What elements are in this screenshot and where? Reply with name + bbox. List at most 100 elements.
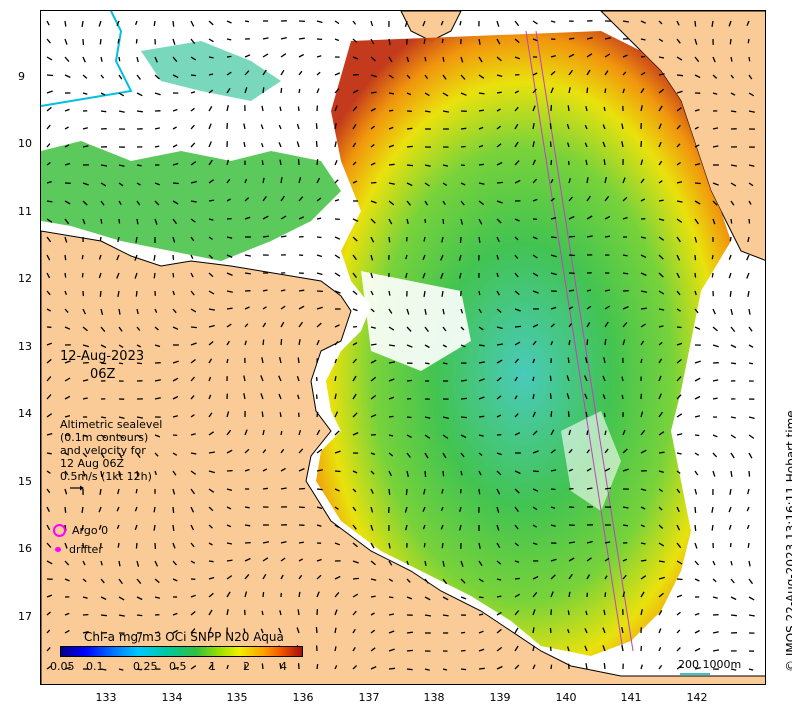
velocity-arrow bbox=[334, 88, 340, 94]
velocity-arrow bbox=[226, 71, 232, 76]
velocity-arrow bbox=[334, 324, 340, 328]
velocity-arrow bbox=[658, 506, 663, 511]
map-frame[interactable] bbox=[40, 10, 766, 685]
velocity-arrow bbox=[514, 179, 521, 184]
velocity-arrow bbox=[262, 557, 269, 562]
velocity-arrow bbox=[172, 218, 178, 225]
velocity-arrow bbox=[352, 593, 359, 598]
velocity-arrow bbox=[712, 145, 719, 148]
velocity-arrow bbox=[352, 161, 357, 166]
velocity-arrow bbox=[280, 467, 286, 472]
sat-track-1 bbox=[525, 30, 624, 652]
velocity-arrow bbox=[190, 506, 195, 513]
velocity-arrow bbox=[261, 105, 264, 112]
velocity-arrow bbox=[298, 487, 306, 490]
drifter-legend: drifter bbox=[53, 543, 103, 556]
velocity-arrow bbox=[640, 307, 647, 310]
velocity-arrow bbox=[442, 74, 447, 80]
velocity-arrow bbox=[190, 38, 196, 45]
velocity-arrow bbox=[676, 20, 680, 26]
velocity-arrow bbox=[748, 614, 755, 617]
velocity-arrow bbox=[352, 358, 357, 364]
velocity-arrow bbox=[82, 596, 88, 599]
velocity-arrow bbox=[100, 56, 103, 62]
velocity-arrow bbox=[153, 524, 156, 531]
velocity-arrow bbox=[278, 124, 282, 130]
velocity-arrow bbox=[550, 558, 557, 562]
velocity-arrow bbox=[46, 272, 51, 279]
velocity-arrow bbox=[748, 164, 755, 167]
velocity-arrow bbox=[730, 326, 736, 333]
velocity-arrow bbox=[316, 469, 323, 472]
velocity-arrow bbox=[388, 378, 395, 382]
velocity-arrow bbox=[406, 379, 412, 382]
velocity-arrow bbox=[280, 235, 287, 238]
velocity-arrow bbox=[280, 448, 285, 454]
velocity-arrow bbox=[316, 272, 323, 276]
velocity-arrow bbox=[154, 92, 161, 96]
velocity-arrow bbox=[260, 124, 264, 130]
velocity-arrow bbox=[208, 609, 213, 616]
velocity-arrow bbox=[388, 92, 395, 95]
velocity-arrow bbox=[658, 290, 665, 295]
velocity-arrow bbox=[622, 71, 627, 76]
velocity-arrow bbox=[712, 326, 718, 332]
velocity-arrow bbox=[496, 108, 501, 112]
velocity-arrow bbox=[298, 574, 303, 580]
velocity-arrow bbox=[352, 560, 359, 564]
velocity-arrow bbox=[728, 524, 732, 530]
y-label-14: 14 bbox=[18, 407, 32, 420]
velocity-arrow bbox=[676, 254, 681, 261]
velocity-arrow bbox=[658, 308, 665, 311]
velocity-arrow bbox=[260, 375, 264, 382]
velocity-arrow bbox=[100, 182, 107, 187]
velocity-arrow bbox=[154, 182, 161, 186]
velocity-arrow bbox=[370, 612, 375, 616]
colorbar-tick-4: 1 bbox=[209, 660, 216, 673]
velocity-arrow bbox=[334, 470, 341, 473]
velocity-arrow bbox=[118, 596, 125, 601]
gulf-water bbox=[316, 31, 731, 656]
velocity-arrow bbox=[388, 74, 394, 79]
velocity-arrow bbox=[424, 362, 430, 365]
velocity-arrow bbox=[550, 217, 557, 220]
velocity-arrow bbox=[118, 614, 125, 617]
velocity-arrow bbox=[334, 411, 339, 418]
velocity-arrow bbox=[406, 470, 409, 477]
velocity-arrow bbox=[46, 218, 53, 223]
velocity-arrow bbox=[496, 218, 502, 224]
velocity-arrow bbox=[316, 524, 322, 527]
colorbar bbox=[60, 646, 303, 657]
velocity-arrow bbox=[532, 627, 535, 634]
velocity-arrow bbox=[226, 506, 232, 510]
velocity-arrow bbox=[568, 69, 574, 76]
velocity-arrow bbox=[640, 88, 645, 94]
velocity-arrow bbox=[424, 344, 430, 349]
velocity-arrow bbox=[478, 126, 484, 130]
velocity-arrow bbox=[46, 290, 51, 296]
velocity-arrow bbox=[279, 610, 282, 616]
velocity-arrow bbox=[208, 451, 216, 454]
velocity-arrow bbox=[514, 560, 520, 563]
velocity-arrow bbox=[100, 452, 105, 459]
velocity-arrow bbox=[226, 664, 229, 670]
colorbar-tick-6: 4 bbox=[280, 660, 287, 673]
altimetric-line-4: 12 Aug 06Z bbox=[60, 457, 125, 470]
x-label-140: 140 bbox=[555, 691, 577, 704]
velocity-arrow bbox=[190, 395, 195, 400]
velocity-arrow bbox=[640, 609, 643, 616]
velocity-arrow bbox=[316, 488, 323, 491]
velocity-arrow bbox=[532, 542, 538, 546]
velocity-arrow bbox=[460, 200, 465, 206]
velocity-arrow bbox=[514, 341, 521, 346]
velocity-arrow bbox=[352, 142, 357, 148]
velocity-arrow bbox=[190, 470, 197, 475]
velocity-arrow bbox=[154, 56, 158, 63]
velocity-arrow bbox=[226, 559, 233, 562]
velocity-arrow bbox=[532, 105, 536, 112]
velocity-arrow bbox=[694, 524, 697, 532]
velocity-arrow bbox=[442, 614, 449, 617]
velocity-arrow bbox=[424, 74, 429, 79]
velocity-arrow bbox=[280, 69, 285, 76]
x-label-141: 141 bbox=[620, 691, 642, 704]
